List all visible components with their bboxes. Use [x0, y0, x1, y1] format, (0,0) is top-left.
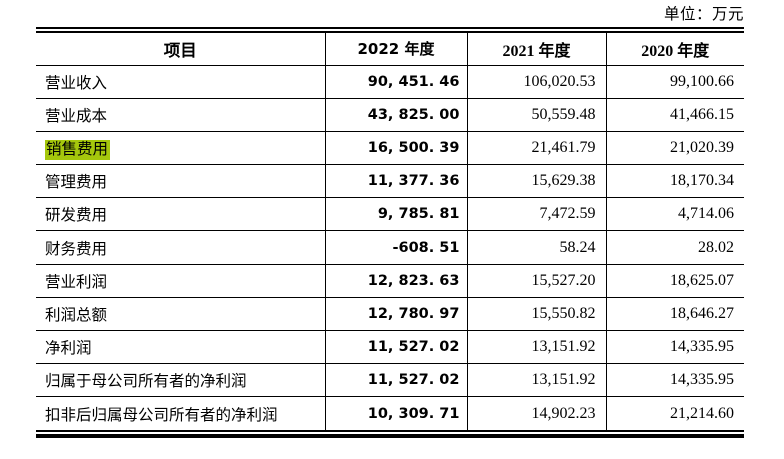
- table-row: 营业成本 43, 825. 00 50,559.48 41,466.15: [36, 98, 744, 132]
- value-cell-2020: 41,466.15: [606, 98, 744, 132]
- table-row: 净利润 11, 527. 02 13,151.92 14,335.95: [36, 330, 744, 365]
- row-label-cell: 利润总额: [36, 297, 326, 332]
- value-cell-2022: 11, 377. 36: [325, 164, 468, 199]
- row-label-cell: 营业收入: [36, 65, 326, 99]
- value-cell-2022: -608. 51: [325, 230, 468, 265]
- row-label-cell: 销售费用: [36, 131, 326, 166]
- row-label: 管理费用: [45, 174, 108, 192]
- column-header-item: 项目: [36, 33, 326, 66]
- value-cell-2021: 13,151.92: [467, 330, 607, 365]
- row-label: 营业利润: [45, 273, 108, 291]
- value-cell-2022: 12, 780. 97: [325, 297, 468, 332]
- unit-label: 单位：万元: [663, 6, 744, 23]
- row-label: 归属于母公司所有者的净利润: [45, 373, 247, 391]
- value-cell-2021: 14,902.23: [467, 396, 607, 431]
- value-cell-2022: 11, 527. 02: [325, 363, 468, 398]
- row-label: 营业收入: [45, 74, 108, 92]
- row-label-cell: 营业成本: [36, 98, 326, 132]
- value-cell-2022: 9, 785. 81: [325, 197, 468, 232]
- value-cell-2021: 106,020.53: [467, 65, 607, 99]
- value-cell-2020: 18,170.34: [606, 164, 744, 199]
- table-row: 扣非后归属母公司所有者的净利润 10, 309. 71 14,902.23 21…: [36, 396, 744, 431]
- table-row: 营业收入 90, 451. 46 106,020.53 99,100.66: [36, 65, 744, 99]
- value-cell-2022: 12, 823. 63: [325, 264, 468, 298]
- table-row: 归属于母公司所有者的净利润 11, 527. 02 13,151.92 14,3…: [36, 363, 744, 398]
- value-cell-2021: 7,472.59: [467, 197, 607, 232]
- table-row: 财务费用 -608. 51 58.24 28.02: [36, 230, 744, 265]
- row-label-cell: 财务费用: [36, 230, 326, 265]
- value-cell-2020: 21,020.39: [606, 131, 744, 166]
- value-cell-2020: 18,625.07: [606, 264, 744, 298]
- value-cell-2020: 4,714.06: [606, 197, 744, 232]
- column-header-2021: 2021 年度: [467, 33, 607, 66]
- row-label: 净利润: [45, 340, 92, 358]
- row-label-cell: 营业利润: [36, 264, 326, 298]
- row-label-cell: 管理费用: [36, 164, 326, 199]
- row-label-cell: 扣非后归属母公司所有者的净利润: [36, 396, 326, 431]
- table-header: 项目 2022 年度 2021 年度 2020 年度: [36, 33, 744, 66]
- value-cell-2021: 15,527.20: [467, 264, 607, 298]
- value-cell-2020: 14,335.95: [606, 363, 744, 398]
- value-cell-2022: 11, 527. 02: [325, 330, 468, 365]
- value-cell-2022: 16, 500. 39: [325, 131, 468, 166]
- value-cell-2021: 50,559.48: [467, 98, 607, 132]
- row-label: 营业成本: [45, 107, 108, 125]
- row-label: 利润总额: [45, 306, 108, 324]
- value-cell-2021: 15,550.82: [467, 297, 607, 332]
- value-cell-2020: 14,335.95: [606, 330, 744, 365]
- income-statement-table: 项目 2022 年度 2021 年度 2020 年度 营业收入 90, 451.…: [36, 33, 744, 431]
- table-row: 销售费用 16, 500. 39 21,461.79 21,020.39: [36, 131, 744, 166]
- table-bottom-rule: [36, 430, 744, 439]
- row-label: 财务费用: [45, 240, 108, 258]
- row-label: 扣非后归属母公司所有者的净利润: [45, 406, 278, 424]
- value-cell-2022: 90, 451. 46: [325, 65, 468, 99]
- table-top-rule: [36, 27, 744, 33]
- value-cell-2020: 21,214.60: [670, 404, 734, 422]
- value-cell-2022: 10, 309. 71: [325, 396, 468, 431]
- value-cell-2021: 58.24: [467, 230, 607, 265]
- row-label-highlighted: 销售费用: [45, 139, 111, 160]
- table-row: 研发费用 9, 785. 81 7,472.59 4,714.06: [36, 197, 744, 232]
- table-body: 营业收入 90, 451. 46 106,020.53 99,100.66 营业…: [36, 65, 744, 431]
- value-cell-2020: 18,646.27: [606, 297, 744, 332]
- value-cell-2021: 13,151.92: [467, 363, 607, 398]
- value-cell-2021: 21,461.79: [467, 131, 607, 166]
- value-cell-2020: 99,100.66: [606, 65, 744, 99]
- header-row: 项目 2022 年度 2021 年度 2020 年度: [36, 33, 744, 66]
- row-label-cell: 归属于母公司所有者的净利润: [36, 363, 326, 398]
- value-cell-2022: 43, 825. 00: [325, 98, 468, 132]
- value-cell-2021: 15,629.38: [467, 164, 607, 199]
- table-row: 管理费用 11, 377. 36 15,629.38 18,170.34: [36, 164, 744, 199]
- column-header-2020: 2020 年度: [606, 33, 744, 66]
- table-row: 营业利润 12, 823. 63 15,527.20 18,625.07: [36, 264, 744, 298]
- row-label: 研发费用: [45, 207, 108, 225]
- financial-table: 项目 2022 年度 2021 年度 2020 年度 营业收入 90, 451.…: [36, 27, 744, 439]
- column-header-2022: 2022 年度: [325, 33, 468, 66]
- value-cell-2020: 28.02: [606, 230, 744, 265]
- row-label-cell: 研发费用: [36, 197, 326, 232]
- row-label-cell: 净利润: [36, 330, 326, 365]
- table-row: 利润总额 12, 780. 97 15,550.82 18,646.27: [36, 297, 744, 332]
